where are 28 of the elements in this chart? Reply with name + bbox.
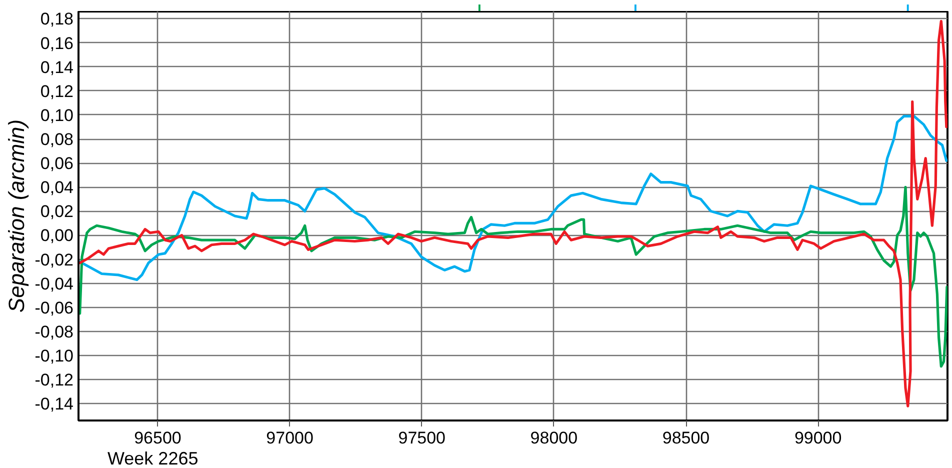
y-tick-label: 0,14 — [40, 58, 74, 77]
y-tick-label: -0,12 — [34, 370, 74, 390]
y-tick-label: -0,02 — [34, 250, 74, 270]
y-tick-label: -0,04 — [34, 274, 74, 294]
y-tick-label: 0,06 — [40, 154, 74, 174]
y-tick-label: 0,08 — [40, 130, 74, 150]
y-tick-label: 0,18 — [40, 10, 74, 29]
x-tick-label: 99000 — [794, 428, 842, 448]
x-axis-title: Week 2265 — [108, 448, 198, 468]
x-tick-label: 98500 — [662, 428, 710, 448]
y-tick-label: 0,16 — [40, 34, 74, 53]
y-tick-label: -0,10 — [34, 346, 74, 366]
y-axis-title: Separation (arcmin) — [4, 119, 29, 313]
line-series — [78, 186, 948, 368]
y-tick-label: 0,12 — [40, 82, 74, 101]
y-tick-label: 0,04 — [40, 178, 74, 198]
x-tick-label: 97500 — [398, 428, 446, 448]
y-tick-label: 0,02 — [40, 202, 74, 222]
x-tick-label: 98000 — [530, 428, 578, 448]
x-tick-label: 96500 — [134, 428, 182, 448]
y-tick-label: -0,08 — [34, 322, 74, 342]
y-tick-label: 0,10 — [40, 106, 74, 125]
y-tick-label: -0,14 — [34, 394, 74, 414]
x-tick-label: 97000 — [266, 428, 314, 448]
y-tick-label: 0,00 — [40, 226, 74, 246]
line-series — [78, 20, 948, 408]
line-series — [78, 114, 948, 282]
y-tick-label: -0,06 — [34, 298, 74, 318]
